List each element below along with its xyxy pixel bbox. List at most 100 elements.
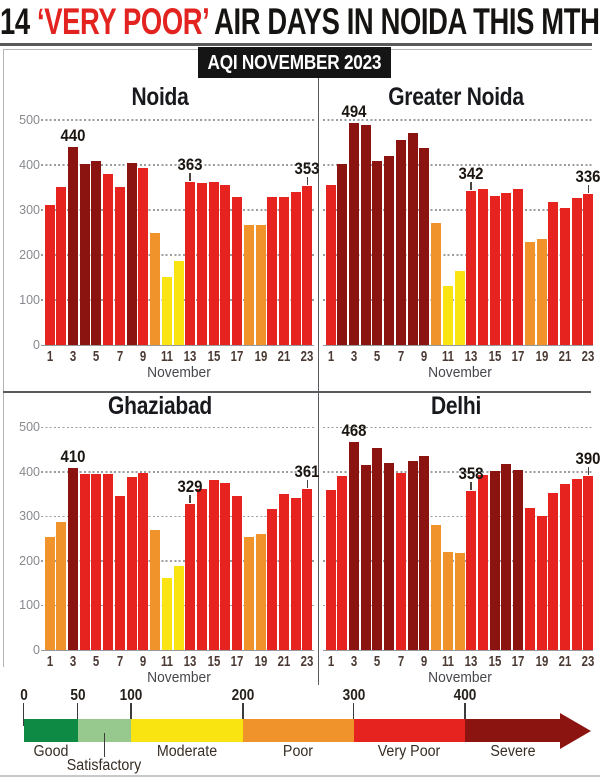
bar-day-19	[255, 534, 266, 650]
gridline-300	[41, 515, 314, 518]
month-label: November	[146, 669, 211, 686]
x-tick-label-23: 23	[582, 348, 595, 365]
x-tick-label-1: 1	[327, 653, 334, 670]
scale-tick-label-300: 300	[342, 687, 365, 704]
x-tick-label-3: 3	[69, 653, 77, 670]
bar-day-8	[407, 460, 418, 650]
scale-label-very-poor: Very Poor	[377, 743, 441, 760]
gridline-200	[41, 254, 314, 256]
bar-day-1	[325, 185, 336, 345]
bar-day-13	[185, 503, 196, 650]
bar-day-22	[571, 478, 582, 650]
gridline-200	[41, 560, 314, 562]
panel-title: Ghaziabad	[108, 392, 212, 420]
x-tick-label-19: 19	[254, 653, 267, 670]
bar-day-2	[337, 475, 348, 650]
bar-day-14	[196, 183, 207, 345]
value-annotation-13: 363	[177, 154, 203, 174]
bar-day-20	[548, 201, 559, 345]
gridline-400	[41, 471, 314, 473]
bar-day-4	[360, 465, 371, 650]
scale-tick-300	[352, 703, 355, 726]
bar-day-12	[454, 552, 465, 650]
bar-day-14	[196, 488, 207, 650]
panel-divider-horizontal	[3, 391, 591, 393]
bar-day-4	[79, 164, 90, 345]
bar-day-11	[442, 552, 453, 650]
x-tick-label-19: 19	[535, 653, 548, 670]
gridline-300	[323, 209, 593, 211]
bar-day-1	[325, 489, 336, 650]
y-tick-label-500: 500	[19, 112, 40, 127]
value-annotation-3: 410	[60, 446, 86, 466]
x-axis-baseline	[41, 649, 314, 651]
scale-segment-poor	[243, 719, 354, 742]
gridline-400	[323, 164, 593, 166]
x-tick-label-1: 1	[327, 348, 334, 365]
headline-rest: AIR DAYS IN NOIDA THIS MTH	[207, 1, 600, 42]
annotation-pointer-13	[189, 172, 191, 181]
bar-day-2	[56, 186, 67, 345]
bar-day-23	[583, 193, 594, 345]
bar-day-20	[267, 197, 278, 345]
x-tick-label-5: 5	[374, 653, 381, 670]
bar-day-6	[103, 174, 114, 345]
x-tick-label-1: 1	[46, 653, 53, 670]
gridline-500	[323, 119, 593, 121]
chart-box-border-left	[3, 49, 4, 667]
panel-title: Delhi	[430, 392, 482, 420]
scale-label-good: Good	[33, 743, 68, 760]
bar-day-13	[466, 490, 477, 650]
month-label: November	[427, 669, 492, 686]
bar-day-7	[395, 140, 406, 345]
headline-count: 14	[0, 1, 30, 42]
bar-day-7	[114, 186, 125, 345]
x-tick-label-19: 19	[535, 348, 548, 365]
value-annotation-23: 336	[575, 166, 600, 186]
scale-segment-good	[23, 719, 78, 742]
x-tick-label-23: 23	[301, 348, 314, 365]
bar-day-21	[560, 207, 570, 345]
headline: 14 ‘VERY POOR’ AIR DAYS IN NOIDA THIS MT…	[0, 3, 600, 43]
bar-day-1	[44, 204, 55, 345]
x-tick-label-15: 15	[488, 653, 502, 670]
scale-tick-200	[242, 703, 244, 726]
x-tick-label-15: 15	[207, 653, 221, 670]
month-label: November	[146, 364, 211, 381]
y-tick-label-0: 0	[33, 337, 40, 352]
gridline-500	[41, 119, 314, 121]
headline-highlight: ‘VERY POOR’	[36, 1, 208, 42]
panel-title: Noida	[131, 83, 189, 111]
headline-rule	[0, 43, 592, 46]
bar-day-15	[208, 480, 219, 650]
x-tick-label-11: 11	[441, 348, 454, 365]
bar-day-21	[279, 494, 289, 650]
bar-day-21	[560, 484, 570, 650]
bar-day-10	[150, 529, 161, 650]
bar-day-19	[536, 515, 547, 650]
bar-day-20	[267, 508, 278, 650]
x-tick-label-17: 17	[230, 348, 244, 365]
bar-day-15	[208, 182, 219, 345]
bar-day-4	[79, 473, 90, 650]
bar-day-20	[548, 493, 559, 650]
annotation-pointer-23	[587, 184, 590, 193]
value-annotation-23: 353	[294, 159, 320, 179]
bar-day-13	[466, 191, 477, 345]
y-tick-label-200: 200	[19, 247, 40, 262]
y-tick-label-300: 300	[19, 202, 40, 217]
x-tick-label-15: 15	[488, 348, 502, 365]
x-tick-label-13: 13	[464, 653, 478, 670]
bar-day-3	[349, 122, 360, 345]
bar-day-5	[372, 161, 383, 345]
bar-day-6	[103, 473, 114, 650]
y-tick-label-100: 100	[19, 292, 40, 307]
x-tick-label-11: 11	[160, 653, 173, 670]
annotation-pointer-13	[470, 182, 472, 191]
x-tick-label-23: 23	[301, 653, 314, 670]
bar-day-22	[571, 198, 582, 345]
x-tick-label-7: 7	[116, 348, 124, 365]
y-tick-label-400: 400	[19, 464, 40, 479]
bar-day-6	[384, 156, 395, 345]
x-tick-label-7: 7	[397, 348, 405, 365]
